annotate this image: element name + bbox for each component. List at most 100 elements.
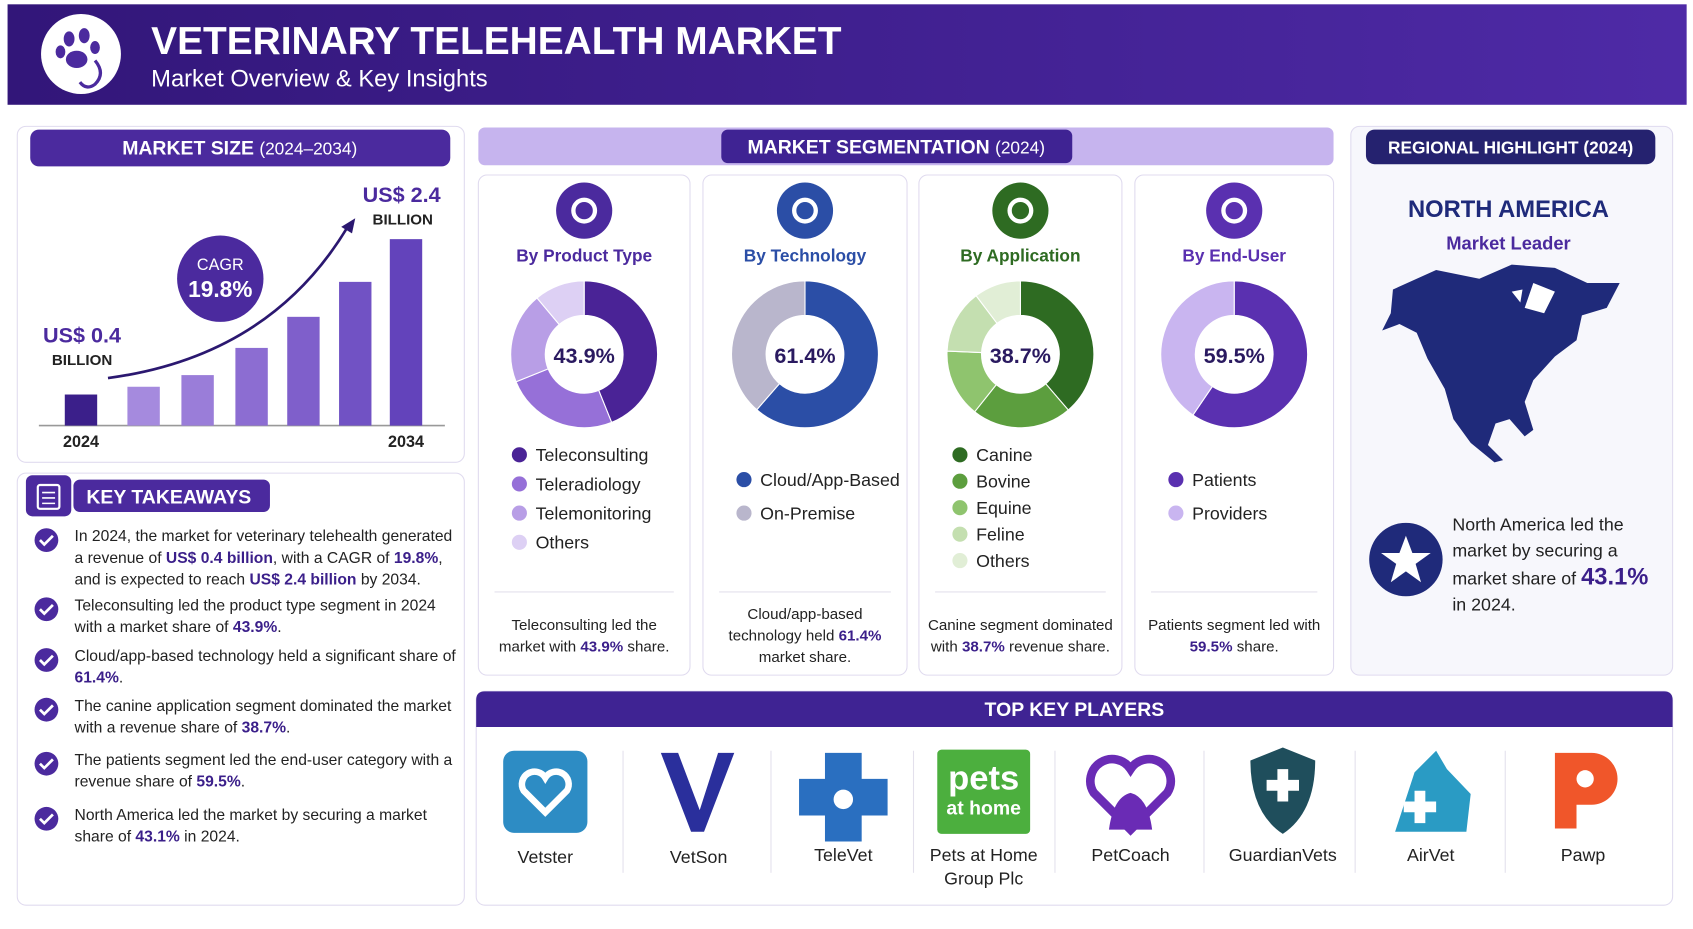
highlight: 43.9% bbox=[580, 637, 624, 655]
center-label: 38.7% bbox=[990, 343, 1051, 368]
heading-period: (2024) bbox=[1583, 137, 1633, 157]
text-run: revenue share. bbox=[1004, 637, 1110, 655]
donut-segment bbox=[1192, 280, 1309, 429]
highlight: 59.5% bbox=[196, 773, 241, 791]
bar bbox=[339, 281, 372, 426]
text-run: . bbox=[277, 618, 282, 637]
player-name: Pawp bbox=[1560, 845, 1606, 866]
player-name: VetSon bbox=[669, 847, 728, 868]
highlight: 59.5% bbox=[1189, 637, 1233, 655]
check-mark bbox=[38, 758, 54, 770]
check-mark bbox=[38, 704, 54, 716]
legend-label: Canine bbox=[976, 445, 1033, 465]
card-title: By Application bbox=[960, 245, 1080, 265]
text-run: Teleconsulting led the product type segm… bbox=[74, 597, 436, 637]
clipboard-shape bbox=[36, 483, 61, 510]
arrow-head bbox=[341, 218, 356, 234]
center-label: 61.4% bbox=[774, 343, 835, 368]
heading-period: (2024–2034) bbox=[259, 138, 357, 158]
bar bbox=[181, 375, 214, 426]
highlight: 38.7% bbox=[961, 637, 1005, 655]
card-icon bbox=[1206, 182, 1263, 239]
pawp-dot bbox=[1576, 770, 1594, 788]
player-name: GuardianVets bbox=[1228, 845, 1337, 866]
card-icon bbox=[992, 182, 1049, 239]
players-heading: TOP KEY PLAYERS bbox=[985, 699, 1165, 721]
card-note: Teleconsulting led the market with 43.9%… bbox=[487, 597, 681, 673]
check-mark bbox=[38, 603, 54, 616]
legend-label: Equine bbox=[976, 498, 1032, 518]
heading-pill bbox=[721, 129, 1073, 164]
heading-text: REGIONAL HIGHLIGHT bbox=[1388, 137, 1579, 157]
player-name: TeleVet bbox=[814, 845, 873, 866]
x-tick-label: 2034 bbox=[388, 433, 424, 451]
start-value: US$ 0.4 bbox=[43, 322, 121, 347]
center-label: 59.5% bbox=[1204, 343, 1265, 368]
check-icon bbox=[34, 697, 59, 722]
legend-swatch bbox=[952, 526, 968, 542]
highlight: 38.7% bbox=[241, 719, 287, 737]
segmentation-heading: MARKET SEGMENTATION (2024) bbox=[747, 136, 1045, 158]
vetster-heart bbox=[518, 768, 572, 817]
card-note: Patients segment led with 59.5% share. bbox=[1144, 597, 1325, 673]
donut-segment bbox=[515, 368, 613, 429]
donut-segment bbox=[1019, 280, 1095, 411]
text-run: market share. bbox=[758, 648, 852, 666]
cagr-badge bbox=[177, 235, 264, 322]
growth-arrow bbox=[107, 226, 349, 380]
pawp-logo bbox=[1554, 752, 1618, 829]
legend-swatch bbox=[952, 553, 968, 569]
legend-swatch bbox=[1168, 505, 1184, 521]
check-icon bbox=[34, 648, 59, 672]
map-lakes bbox=[1511, 283, 1555, 314]
card-note-text: Canine segment dominated with 38.7% reve… bbox=[928, 614, 1114, 657]
region-subtitle: Market Leader bbox=[1446, 233, 1570, 254]
check-mark bbox=[38, 654, 54, 667]
legend-swatch bbox=[1168, 472, 1184, 488]
card-icon-glyph bbox=[1221, 197, 1248, 224]
legend-label: Teleconsulting bbox=[536, 445, 649, 465]
highlight: US$ 2.4 billion bbox=[249, 571, 357, 589]
takeaway-text: The patients segment led the end-user ca… bbox=[75, 750, 462, 793]
player-name: PetCoach bbox=[1091, 845, 1170, 866]
market-size-heading: MARKET SIZE (2024–2034) bbox=[122, 137, 357, 159]
legend-swatch bbox=[736, 505, 752, 521]
heading-text: MARKET SIZE bbox=[122, 137, 254, 159]
card-note-text: Cloud/app-based technology held 61.4% ma… bbox=[712, 603, 899, 668]
text-run: . bbox=[240, 773, 246, 791]
bar bbox=[64, 394, 98, 426]
highlight: US$ 0.4 billion bbox=[165, 549, 273, 568]
subtitle: Market Overview & Key Insights bbox=[151, 65, 488, 92]
legend-label: Teleradiology bbox=[536, 474, 641, 494]
stethoscope bbox=[78, 59, 103, 89]
card-icon-glyph bbox=[1007, 197, 1034, 224]
paw-icon bbox=[55, 28, 100, 69]
donut-segment bbox=[975, 280, 1021, 325]
takeaway-text: The canine application segment dominated… bbox=[75, 696, 462, 739]
highlight: 61.4% bbox=[74, 669, 119, 688]
highlight: 19.8% bbox=[393, 549, 439, 568]
pets-at-home-logo bbox=[937, 749, 1031, 834]
legend-swatch bbox=[511, 505, 527, 521]
vetster-logo bbox=[503, 750, 588, 833]
takeaway-text: Cloud/app-based technology held a signif… bbox=[75, 646, 462, 689]
takeaways-panel bbox=[16, 472, 465, 906]
legend-swatch bbox=[511, 476, 527, 492]
heading-period: (2024) bbox=[995, 137, 1045, 157]
clipboard-icon bbox=[25, 475, 72, 517]
region-name: NORTH AMERICA bbox=[1408, 196, 1609, 223]
end-value: US$ 2.4 bbox=[363, 182, 441, 207]
takeaway-text: North America led the market by securing… bbox=[75, 805, 462, 848]
card-icon bbox=[776, 182, 834, 239]
legend-swatch bbox=[952, 447, 968, 463]
check-icon bbox=[34, 597, 59, 622]
donut-segment bbox=[731, 280, 806, 411]
airvet-cross bbox=[1403, 790, 1437, 824]
text-run: , and is expected to reach bbox=[74, 549, 443, 589]
vetson-logo bbox=[660, 752, 735, 832]
legend-label: Cloud/App-Based bbox=[760, 470, 900, 490]
takeaway-text: Teleconsulting led the product type segm… bbox=[75, 595, 462, 638]
legend-swatch bbox=[511, 534, 527, 550]
heading-text: MARKET SEGMENTATION bbox=[747, 136, 989, 158]
